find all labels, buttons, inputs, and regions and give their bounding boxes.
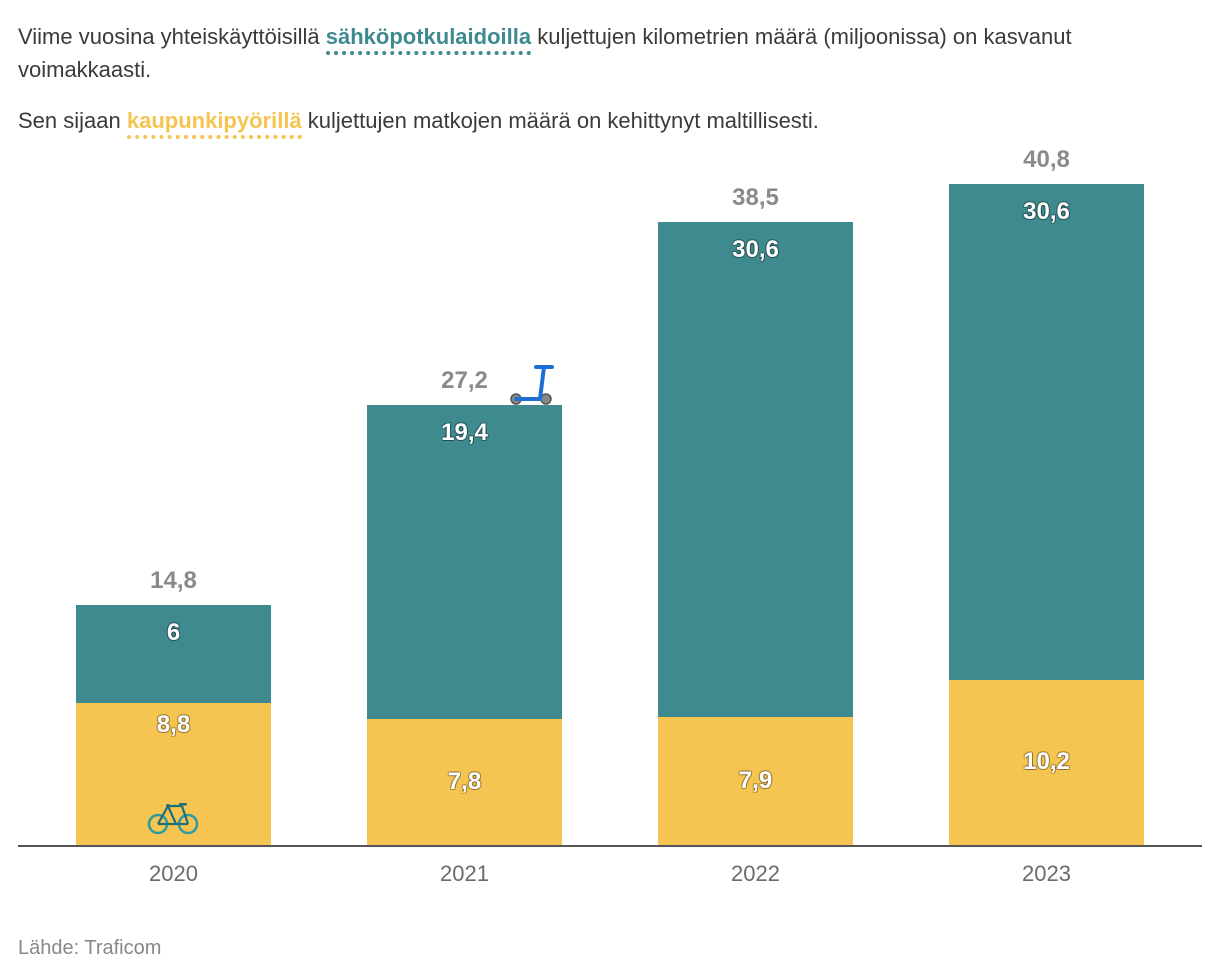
bike-pictogram: [146, 798, 200, 839]
bar-segment-scooter: 30,6: [949, 184, 1144, 679]
bar-value-scooter: 6: [76, 619, 271, 647]
stacked-bar: 8,8 614,8: [76, 605, 271, 845]
stacked-bar: 10,230,640,8: [949, 184, 1144, 845]
bar-segment-bike: 7,9: [658, 717, 853, 845]
bar-column: 7,819,427,2: [336, 405, 592, 845]
bar-value-bike: 7,9: [658, 767, 853, 795]
bar-value-bike: 8,8: [76, 711, 271, 739]
intro-line2-post: kuljettujen matkojen määrä on kehittynyt…: [302, 108, 819, 133]
x-axis-label: 2021: [336, 861, 592, 887]
bar-segment-scooter: 30,6: [658, 222, 853, 717]
intro-text: Viime vuosina yhteiskäyttöisillä sähköpo…: [18, 20, 1202, 137]
bar-column: 10,230,640,8: [918, 184, 1174, 845]
bar-value-scooter: 30,6: [949, 198, 1144, 226]
bar-segment-scooter: 19,4: [367, 405, 562, 719]
bar-total-label: 14,8: [76, 567, 271, 595]
source-text: Lähde: Traficom: [18, 937, 1202, 960]
stacked-bar: 7,930,638,5: [658, 222, 853, 845]
x-axis-label: 2022: [627, 861, 883, 887]
bike-icon: [146, 798, 200, 834]
bar-segment-bike: 10,2: [949, 680, 1144, 845]
scooter-icon: [506, 359, 554, 405]
intro-line1-pre: Viime vuosina yhteiskäyttöisillä: [18, 24, 326, 49]
bar-value-scooter: 19,4: [367, 419, 562, 447]
stacked-bar: 7,819,427,2: [367, 405, 562, 845]
bar-total-label: 40,8: [949, 146, 1144, 174]
x-axis-label: 2023: [918, 861, 1174, 887]
intro-line2-pre: Sen sijaan: [18, 108, 127, 133]
bar-value-bike: 10,2: [949, 748, 1144, 776]
highlight-bike: kaupunkipyörillä: [127, 108, 302, 139]
scooter-pictogram: [506, 359, 554, 410]
bar-segment-bike: 8,8: [76, 703, 271, 845]
stacked-bar-chart: 8,8 614,87,819,427,2 7,930,638,510,230,6…: [18, 167, 1202, 847]
bar-segment-bike: 7,8: [367, 719, 562, 845]
bar-column: 7,930,638,5: [627, 222, 883, 845]
bar-column: 8,8 614,8: [45, 605, 301, 845]
highlight-scooter: sähköpotkulaidoilla: [326, 24, 531, 55]
bar-segment-scooter: 6: [76, 605, 271, 702]
x-axis-label: 2020: [45, 861, 301, 887]
bar-value-scooter: 30,6: [658, 236, 853, 264]
x-axis-labels: 2020 2021 2022 2023: [18, 847, 1202, 887]
bar-total-label: 38,5: [658, 184, 853, 212]
bar-value-bike: 7,8: [367, 768, 562, 796]
